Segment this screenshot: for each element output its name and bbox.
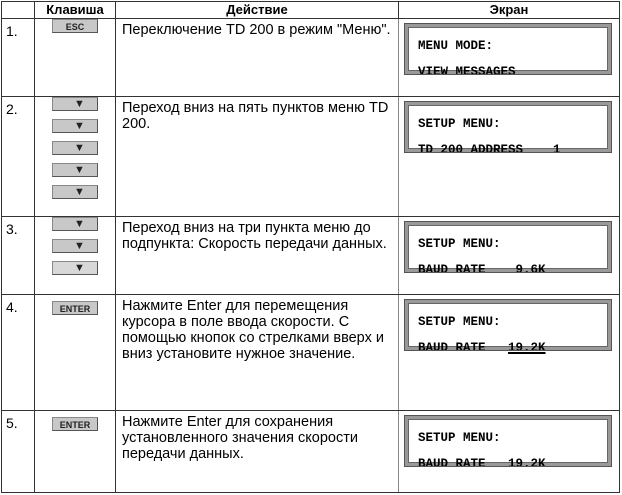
lcd-line-1: SETUP MENU: (418, 117, 501, 131)
lcd-line-2: BAUD RATE (418, 457, 509, 471)
lcd-line-1: MENU MODE: (418, 39, 494, 53)
down-arrow-icon: ▼ (74, 98, 85, 110)
lcd-display: SETUP MENU: BAUD RATE 19.2K (404, 299, 612, 355)
step-number: 1. (1, 18, 35, 97)
lcd-line-2: BAUD RATE (418, 341, 509, 355)
down-arrow-icon: ▼ (74, 218, 85, 230)
down-arrow-key: ▼ (52, 261, 98, 275)
table-row: 4. ENTER Нажмите Enter для перемещения к… (1, 294, 620, 411)
down-arrow-key: ▼ (52, 185, 98, 199)
key-cell: ESC (34, 18, 116, 97)
screen-cell: MENU MODE: VIEW MESSAGES (398, 18, 620, 97)
screen-cell: SETUP MENU: BAUD RATE 19.2K (398, 410, 620, 493)
step-number: 2. (1, 96, 35, 217)
lcd-line-2: VIEW MESSAGES (418, 65, 516, 79)
down-arrow-key: ▼ (52, 141, 98, 155)
step-number: 4. (1, 294, 35, 411)
lcd-display: SETUP MENU: BAUD RATE 9.6K (404, 221, 612, 277)
down-arrow-icon: ▼ (74, 142, 85, 154)
down-arrow-icon: ▼ (74, 240, 85, 252)
lcd-display: SETUP MENU: TD 200 ADDRESS 1 (404, 101, 612, 157)
lcd-line-1: SETUP MENU: (418, 431, 501, 445)
lcd-cursor-value: 19.2K (508, 341, 546, 355)
lcd-display: MENU MODE: VIEW MESSAGES (404, 23, 612, 79)
down-arrow-key: ▼ (52, 239, 98, 253)
lcd-line-2: TD 200 ADDRESS (418, 143, 554, 157)
table-row: 3. ▼ ▼ ▼ Переход вниз на три пункта меню… (1, 216, 620, 295)
header-num (1, 1, 35, 19)
header-key: Клавиша (34, 1, 116, 19)
down-arrow-icon: ▼ (74, 186, 85, 198)
action-text: Нажмите Enter для перемещения курсора в … (115, 294, 399, 411)
enter-key: ENTER (52, 301, 98, 315)
down-arrow-key: ▼ (52, 163, 98, 177)
table-row: 1. ESC Переключение TD 200 в режим "Меню… (1, 18, 620, 97)
lcd-value: 1 (553, 143, 561, 157)
header-screen: Экран (398, 1, 620, 19)
table-row: 5. ENTER Нажмите Enter для сохранения ус… (1, 410, 620, 493)
step-number: 5. (1, 410, 35, 493)
action-text: Нажмите Enter для сохранения установленн… (115, 410, 399, 493)
screen-cell: SETUP MENU: BAUD RATE 9.6K (398, 216, 620, 295)
down-arrow-key: ▼ (52, 97, 98, 111)
key-cell: ENTER (34, 294, 116, 411)
down-arrow-icon: ▼ (74, 164, 85, 176)
action-text: Переключение TD 200 в режим "Меню". (115, 18, 399, 97)
action-text: Переход вниз на пять пунктов меню TD 200… (115, 96, 399, 217)
screen-cell: SETUP MENU: TD 200 ADDRESS 1 (398, 96, 620, 217)
lcd-line-1: SETUP MENU: (418, 315, 501, 329)
table-row: 2. ▼ ▼ ▼ ▼ ▼ Переход вниз на пять пункто… (1, 96, 620, 217)
down-arrow-key: ▼ (52, 217, 98, 231)
lcd-value: 9.6K (515, 263, 546, 277)
key-cell: ▼ ▼ ▼ ▼ ▼ (34, 96, 116, 217)
down-arrow-key: ▼ (52, 119, 98, 133)
down-arrow-icon: ▼ (74, 120, 85, 132)
header-action: Действие (115, 1, 399, 19)
down-arrow-icon: ▼ (74, 262, 85, 274)
action-text: Переход вниз на три пункта меню до подпу… (115, 216, 399, 295)
esc-key: ESC (52, 19, 98, 33)
step-number: 3. (1, 216, 35, 295)
key-cell: ENTER (34, 410, 116, 493)
enter-key: ENTER (52, 417, 98, 431)
key-cell: ▼ ▼ ▼ (34, 216, 116, 295)
lcd-value: 19.2K (508, 457, 546, 471)
lcd-line-1: SETUP MENU: (418, 237, 501, 251)
lcd-display: SETUP MENU: BAUD RATE 19.2K (404, 415, 612, 471)
screen-cell: SETUP MENU: BAUD RATE 19.2K (398, 294, 620, 411)
header-row: Клавиша Действие Экран (1, 1, 620, 19)
lcd-line-2: BAUD RATE (418, 263, 516, 277)
